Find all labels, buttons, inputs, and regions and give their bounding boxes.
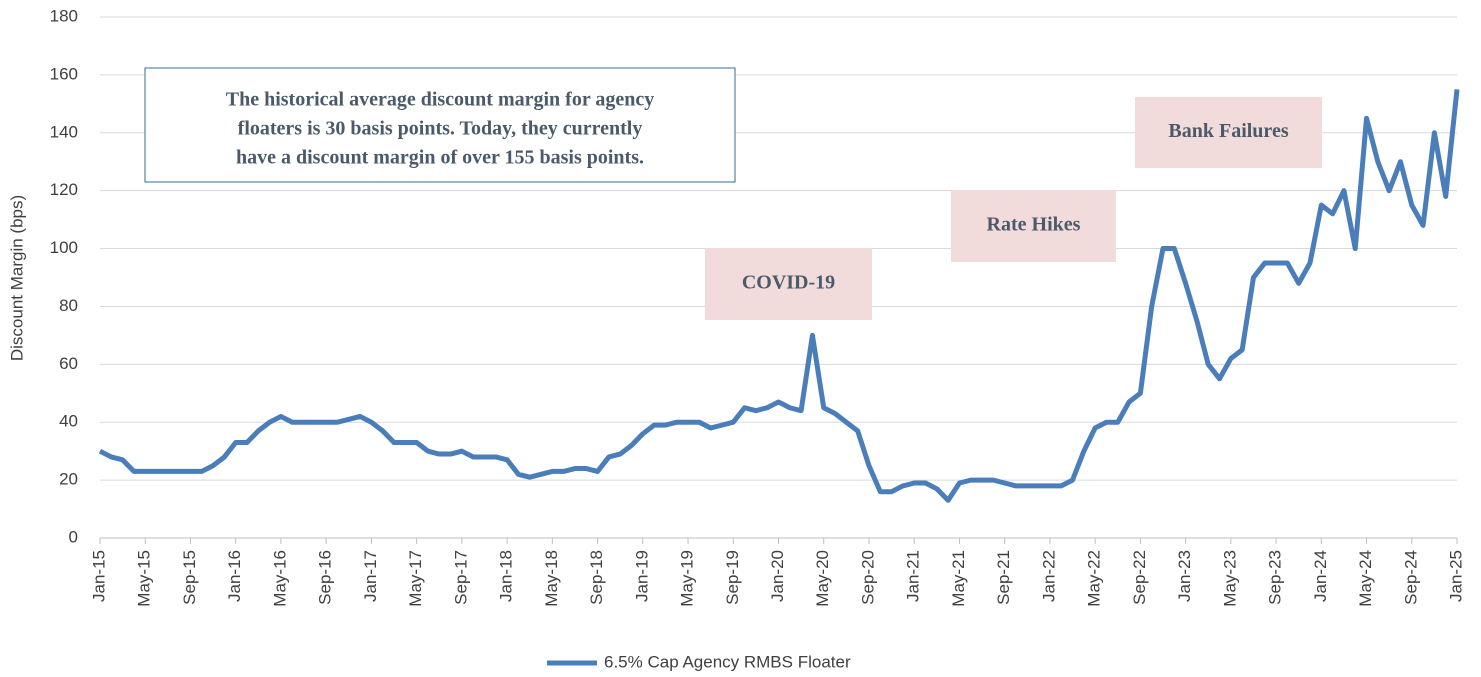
x-tick-label: May-20 [813,550,832,607]
x-tick-label: May-22 [1085,550,1104,607]
x-tick-label: Sep-22 [1130,550,1149,605]
x-tick-label: Jan-24 [1311,550,1330,602]
data-line [98,89,1460,503]
x-tick-label: May-21 [949,550,968,607]
annotation-box [1135,97,1322,168]
x-tick-label: May-23 [1220,550,1239,607]
x-tick-label: Jan-16 [225,550,244,602]
legend-label: 6.5% Cap Agency RMBS Floater [604,652,851,671]
callout-text: floaters is 30 basis points. Today, they… [238,118,643,140]
x-tick-label: Jan-19 [632,550,651,602]
y-tick-label: 160 [50,64,78,83]
x-tick-label: May-17 [406,550,425,607]
y-tick-label: 20 [59,470,78,489]
x-tick-label: May-18 [542,550,561,607]
annotation-text: Rate Hikes [987,214,1081,236]
callout-text: The historical average discount margin f… [226,89,654,111]
x-tick-label: Sep-15 [180,550,199,605]
x-tick-label: Sep-24 [1401,550,1420,605]
y-tick-label: 140 [50,122,78,141]
x-tick-label: Sep-19 [723,550,742,605]
x-tick-label: Jan-20 [768,550,787,602]
x-tick-label: Jan-22 [1039,550,1058,602]
x-tick-label: Jan-23 [1175,550,1194,602]
x-tick-label: Sep-18 [587,550,606,605]
x-tick-label: May-15 [135,550,154,607]
x-tick-label: Sep-23 [1266,550,1285,605]
x-tick-label: Sep-20 [858,550,877,605]
annotation-box [951,190,1116,262]
x-tick-label: Jan-17 [361,550,380,602]
x-tick-label: Sep-21 [994,550,1013,605]
x-tick-label: May-24 [1356,550,1375,607]
x-tick-label: Jan-15 [89,550,108,602]
y-tick-label: 40 [59,412,78,431]
x-tick-label: Jan-21 [904,550,923,602]
y-tick-label: 180 [50,6,78,25]
y-tick-label: 80 [59,296,78,315]
annotation-text: Bank Failures [1168,120,1288,142]
y-tick-label: 120 [50,180,78,199]
x-tick-label: Jan-25 [1446,550,1465,602]
x-tick-label: Sep-17 [451,550,470,605]
x-tick-label: Jan-18 [497,550,516,602]
y-tick-label: 100 [50,238,78,257]
x-tick-label: May-16 [270,550,289,607]
callout-box [144,67,736,183]
y-axis-label: Discount Margin (bps) [7,195,26,361]
x-tick-label: May-19 [678,550,697,607]
y-tick-label: 0 [69,527,78,546]
x-tick-label: Sep-16 [316,550,335,605]
annotation-text: COVID-19 [742,272,835,294]
callout-text: have a discount margin of over 155 basis… [236,147,644,169]
annotation-box [705,248,872,320]
y-tick-label: 60 [59,354,78,373]
